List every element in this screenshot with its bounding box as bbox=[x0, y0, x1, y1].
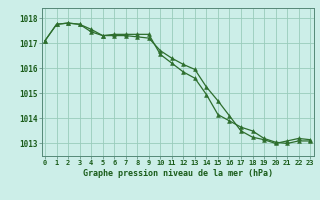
X-axis label: Graphe pression niveau de la mer (hPa): Graphe pression niveau de la mer (hPa) bbox=[83, 169, 273, 178]
